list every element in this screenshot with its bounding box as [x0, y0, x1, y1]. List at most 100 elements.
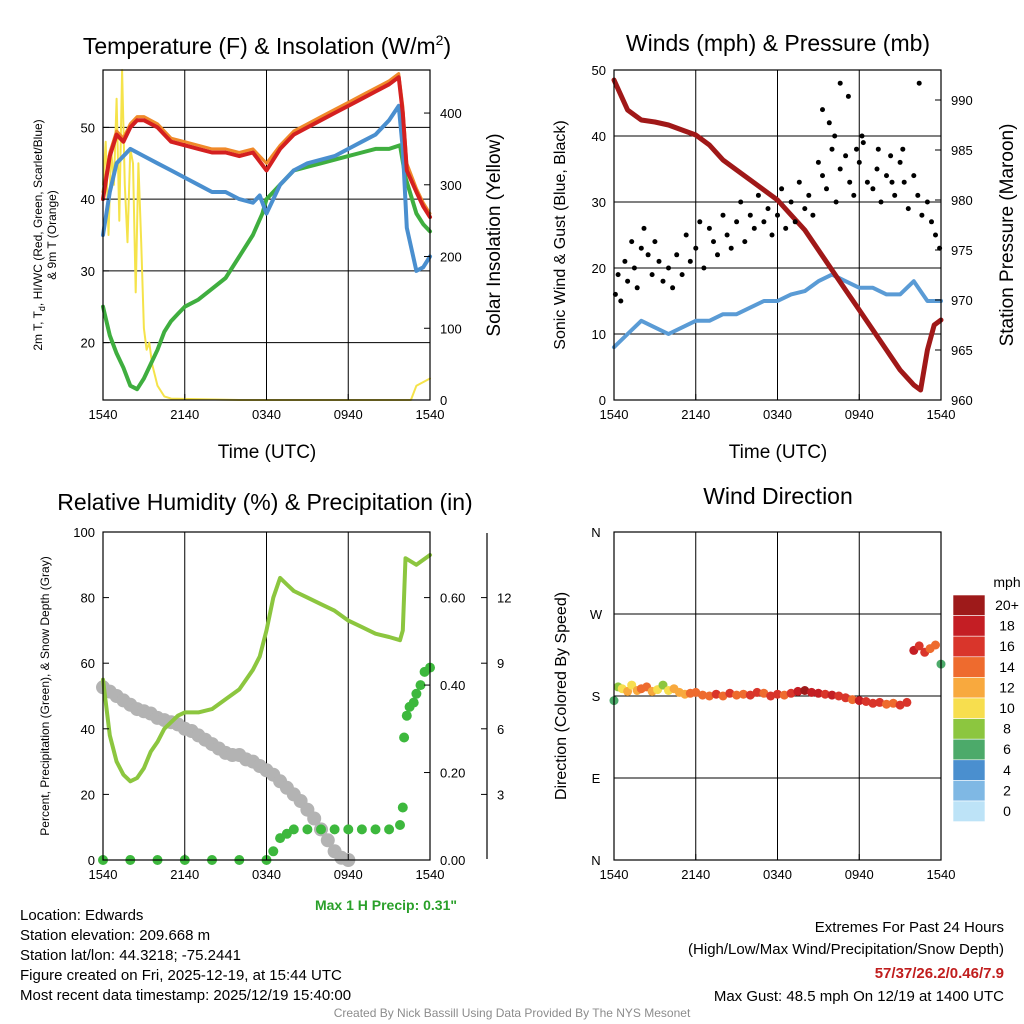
wind-direction-point: [931, 640, 940, 650]
wind-direction-point: [779, 690, 789, 700]
gust-point: [843, 153, 849, 159]
speed-legend-swatch: [952, 677, 986, 699]
gust-point: [761, 219, 767, 225]
gust-point: [820, 173, 825, 179]
speed-legend: 20+ 18 16 14 12 10 8 6 4 2 0: [952, 594, 1019, 822]
gust-point: [679, 272, 685, 278]
temperature-y-label-subscript: d: [37, 306, 47, 311]
wind-direction-y-ticks: N E S W N: [590, 525, 620, 868]
wind-direction-point: [875, 697, 885, 707]
humidity-precip-x-ticks: 1540 2140 0340 0940 1540: [89, 854, 444, 882]
gust-point: [900, 146, 906, 152]
temperature-y2-tick-label: 300: [440, 178, 462, 193]
wind-pressure-y2-tick-label: 975: [951, 243, 973, 258]
precipitation-point: [397, 802, 408, 813]
wind-pressure-y2-tick-label: 965: [951, 343, 973, 358]
humidity-precip-y-tick-label: 80: [81, 591, 95, 606]
speed-legend-label: 12: [999, 679, 1015, 695]
gust-point: [884, 173, 889, 179]
gust-point: [775, 212, 780, 218]
wind-direction-point: [914, 641, 924, 651]
gust-point: [706, 225, 712, 231]
gust-point: [856, 159, 862, 165]
temperature-x-tick-label: 0340: [252, 407, 281, 422]
wind-direction-point: [704, 691, 714, 701]
gust-point: [851, 192, 857, 198]
speed-legend-label: 18: [999, 618, 1015, 634]
speed-legend-label: 16: [999, 638, 1015, 654]
humidity-precip-right-y2-tick-label: 9: [497, 656, 504, 671]
gust-point: [622, 258, 628, 264]
gust-point: [783, 225, 789, 231]
humidity-precip-mid-y2-tick-label: 0.20: [440, 766, 465, 781]
wind-direction-point: [841, 693, 851, 703]
wind-direction-series: [609, 640, 946, 710]
humidity-precip-title: Relative Humidity (%) & Precipitation (i…: [57, 489, 472, 515]
gust-point: [711, 239, 716, 245]
humidity-precip-right-y2-tick-label: 6: [497, 722, 504, 737]
gust-point: [634, 285, 640, 291]
gust-point: [670, 285, 676, 291]
speed-legend-swatch: [952, 759, 986, 781]
info-latlon: Station lat/lon: 44.3218; -75.2441: [20, 947, 242, 964]
speed-legend-swatch: [952, 697, 986, 719]
gust-point: [933, 232, 938, 238]
wind-direction-x-tick-label: 1540: [927, 867, 956, 882]
temperature-title-close: ): [443, 33, 451, 59]
gust-point: [779, 186, 785, 192]
speed-legend-swatch: [952, 800, 986, 822]
wind-direction-point: [820, 689, 830, 699]
wind-pressure-grid: [614, 70, 941, 400]
gust-point: [638, 245, 644, 251]
wind-pressure-y-tick-label: 50: [592, 63, 606, 78]
gust-point: [618, 298, 624, 304]
precipitation-point: [302, 824, 313, 835]
wind-pressure-y-tick-label: 40: [592, 129, 606, 144]
gust-point: [697, 219, 703, 225]
gust-point: [815, 159, 821, 165]
gust-point: [765, 206, 771, 212]
wind-pressure-y-tick-label: 0: [599, 393, 606, 408]
precipitation-point: [343, 824, 354, 835]
humidity-precip-right-ticks: 3 6 9 12: [481, 591, 511, 802]
gust-point: [802, 206, 808, 212]
gust-point: [929, 219, 934, 225]
temperature-x-label: Time (UTC): [218, 442, 317, 463]
snow-depth-point: [320, 833, 335, 848]
humidity-precip-x-tick-label: 1540: [89, 867, 118, 882]
temperature-y-ticks: 20 30 40 50: [81, 120, 109, 351]
temperature-2m-line: [101, 75, 432, 220]
gust-point: [919, 212, 925, 218]
gust-point: [751, 225, 757, 231]
snow-depth-point: [307, 811, 322, 826]
temperature-y-tick-label: 30: [81, 264, 95, 279]
wind-direction-point: [773, 689, 782, 699]
wind-direction-point: [738, 689, 748, 699]
wind-direction-point: [861, 697, 871, 706]
gust-point: [693, 245, 699, 251]
temperature-y-label-line2: & 9m T (Orange): [45, 190, 59, 280]
gust-point: [715, 252, 720, 258]
speed-legend-label: 4: [1003, 762, 1011, 778]
speed-legend-label: 8: [1003, 721, 1011, 737]
humidity-precip-x-tick-label: 0940: [334, 867, 363, 882]
speed-legend-label: 20+: [995, 597, 1019, 613]
wind-direction-point: [895, 700, 905, 710]
gust-point: [806, 192, 812, 198]
gust-point: [645, 252, 651, 258]
info-elevation: Station elevation: 209.668 m: [20, 927, 211, 944]
humidity-precip-mid-y2-tick-label: 0.60: [440, 591, 465, 606]
gust-point: [820, 107, 825, 113]
temperature-y-label-line1: 2m T, Td, HI/WC (Red, Green, Scarlet/Blu…: [31, 119, 47, 350]
gust-point: [875, 146, 881, 152]
precipitation-point: [370, 824, 381, 835]
gust-point: [755, 192, 761, 198]
gust-point: [915, 192, 921, 198]
gust-point: [641, 225, 647, 231]
temperature-x-tick-label: 2140: [170, 407, 199, 422]
extremes-values: 57/37/26.2/0.46/7.9: [874, 965, 1004, 982]
gust-point: [810, 212, 816, 218]
speed-legend-label: 0: [1003, 803, 1011, 819]
wind-direction-point: [698, 690, 708, 700]
temperature-x-tick-label: 1540: [89, 407, 118, 422]
